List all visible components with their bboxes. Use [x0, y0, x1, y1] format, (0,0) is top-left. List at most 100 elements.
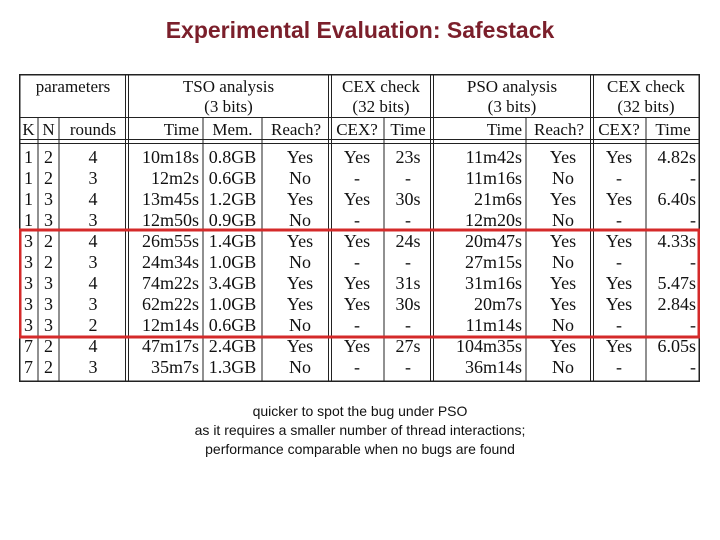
- table-cell: Yes: [550, 231, 576, 251]
- table-cell: No: [552, 168, 574, 188]
- table-cell: 2.4GB: [209, 336, 257, 356]
- table-cell: 11m42s: [466, 147, 522, 167]
- table-cell: 4: [89, 336, 98, 356]
- table-cell: Yes: [606, 336, 632, 356]
- table-cell: -: [405, 210, 411, 230]
- table-cell: 4: [89, 189, 98, 209]
- table-cell: 7: [24, 357, 33, 377]
- table-cell: -: [354, 315, 360, 335]
- table-cell: 1: [24, 189, 33, 209]
- table-cell: Yes: [606, 273, 632, 293]
- table-cell: Yes: [606, 231, 632, 251]
- group-header: (32 bits): [617, 97, 674, 116]
- column-header: Mem.: [212, 120, 252, 139]
- table-cell: Yes: [550, 294, 576, 314]
- table-cell: 4: [89, 147, 98, 167]
- table-cell: 26m55s: [142, 231, 199, 251]
- table-cell: 3: [89, 168, 98, 188]
- table-cell: 4.82s: [657, 147, 696, 167]
- group-header: TSO analysis: [183, 77, 274, 96]
- table-cell: -: [616, 315, 622, 335]
- table-cell: 3: [44, 315, 53, 335]
- table-border: [19, 74, 700, 382]
- group-header: (3 bits): [488, 97, 537, 116]
- table-cell: 1.0GB: [209, 294, 257, 314]
- group-header: (3 bits): [204, 97, 253, 116]
- results-table: parameters TSO analysis (3 bits) CEX check(…: [19, 74, 700, 382]
- table-cell: 12m14s: [142, 315, 199, 335]
- table-cell: 2: [44, 168, 53, 188]
- table-cell: 1: [24, 168, 33, 188]
- table-cell: 12m20s: [465, 210, 522, 230]
- table-cell: -: [690, 315, 696, 335]
- table-cell: No: [552, 357, 574, 377]
- table-cell: 3: [24, 315, 33, 335]
- table-cell: 2: [89, 315, 98, 335]
- table-cell: 2.84s: [657, 294, 696, 314]
- table-cell: -: [690, 168, 696, 188]
- table-cell: 47m17s: [142, 336, 199, 356]
- table-cell: 5.47s: [657, 273, 696, 293]
- caption-line: performance comparable when no bugs are …: [205, 441, 515, 457]
- table-cell: -: [690, 357, 696, 377]
- table-cell: -: [690, 210, 696, 230]
- caption-line: as it requires a smaller number of threa…: [194, 422, 526, 438]
- table-cell: Yes: [606, 147, 632, 167]
- table-cell: 27s: [395, 336, 420, 356]
- table-cell: 3: [24, 231, 33, 251]
- group-header: parameters: [36, 77, 111, 96]
- table-cell: -: [354, 252, 360, 272]
- table-cell: 30s: [395, 189, 420, 209]
- column-header: CEX?: [598, 120, 640, 139]
- column-header: K: [22, 120, 35, 139]
- table-cell: -: [354, 210, 360, 230]
- table-cell: Yes: [550, 189, 576, 209]
- table-cell: -: [405, 357, 411, 377]
- table-cell: 23s: [395, 147, 420, 167]
- column-header: Time: [164, 120, 199, 139]
- table-cell: Yes: [344, 231, 370, 251]
- table-cell: -: [616, 210, 622, 230]
- table-cell: 1.3GB: [209, 357, 257, 377]
- table-cell: 2: [44, 357, 53, 377]
- table-cell: -: [616, 357, 622, 377]
- table-cell: 21m6s: [474, 189, 522, 209]
- table-cell: 3: [24, 252, 33, 272]
- table-cell: 30s: [395, 294, 420, 314]
- table-cell: 3: [24, 294, 33, 314]
- table-cell: Yes: [550, 273, 576, 293]
- table-cell: 3: [44, 294, 53, 314]
- table-cell: 12m50s: [142, 210, 199, 230]
- table-cell: 3: [44, 210, 53, 230]
- table-cell: 35m7s: [151, 357, 199, 377]
- table-cell: 24m34s: [142, 252, 199, 272]
- column-header: Time: [655, 120, 690, 139]
- table-cell: 11m16s: [466, 168, 522, 188]
- group-header: PSO analysis: [467, 77, 557, 96]
- table-cell: 6.05s: [657, 336, 696, 356]
- table-cell: -: [690, 252, 696, 272]
- table-cell: 6.40s: [657, 189, 696, 209]
- table-cell: 20m7s: [474, 294, 522, 314]
- table-cell: 74m22s: [142, 273, 199, 293]
- table-cell: 4: [89, 231, 98, 251]
- group-header: CEX check: [607, 77, 685, 96]
- slide-title: Experimental Evaluation: Safestack: [165, 17, 555, 43]
- group-header: CEX check: [342, 77, 420, 96]
- results-table-graphic: parameters TSO analysis(3 bits)CEX check(…: [19, 74, 700, 382]
- table-cell: Yes: [287, 147, 313, 167]
- table-cell: -: [405, 168, 411, 188]
- table-cell: 0.9GB: [209, 210, 257, 230]
- table-cell: No: [552, 315, 574, 335]
- column-header: Time: [390, 120, 425, 139]
- table-cell: 11m14s: [466, 315, 522, 335]
- table-cell: Yes: [344, 336, 370, 356]
- table-cell: 2: [44, 336, 53, 356]
- table-cell: 1: [24, 147, 33, 167]
- table-cell: -: [616, 168, 622, 188]
- table-cell: Yes: [287, 273, 313, 293]
- table-cell: 7: [24, 336, 33, 356]
- caption: quicker to spot the bug under PSO as it …: [0, 402, 720, 459]
- table-cell: 4: [89, 273, 98, 293]
- table-cell: 0.8GB: [209, 147, 257, 167]
